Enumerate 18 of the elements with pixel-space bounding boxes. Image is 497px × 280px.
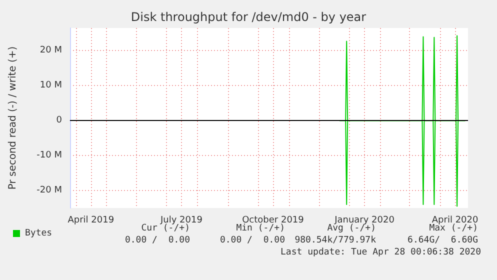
y-tick-label: -10 M [36,150,62,161]
y-tick-label: 20 M [40,46,62,56]
text: Cur (-/+) [141,224,190,234]
x-tick-label: April 2019 [68,216,114,226]
text: Avg (-/+) [327,224,376,234]
text: 0.00 / 0.00 [124,236,190,246]
text: Min (-/+) [236,224,285,234]
text: 0.00 / 0.00 [220,236,285,246]
y-tick-label: -20 M [36,186,62,196]
y-tick-label: 0 [56,116,62,126]
text: Last update: Tue Apr 28 00:06:38 2020 [280,248,481,258]
chart-title: Disk throughput for /dev/md0 - by year [130,10,366,24]
legend-label: Bytes [25,228,52,238]
text: 980.54k/779.97k [294,236,377,246]
y-axis-title: Pr second read (-) / write (+) [8,46,18,190]
text: Max (-/+) [429,224,478,234]
y-tick-label: 10 M [40,80,62,91]
text: 6.64G/ 6.60G [408,236,478,246]
